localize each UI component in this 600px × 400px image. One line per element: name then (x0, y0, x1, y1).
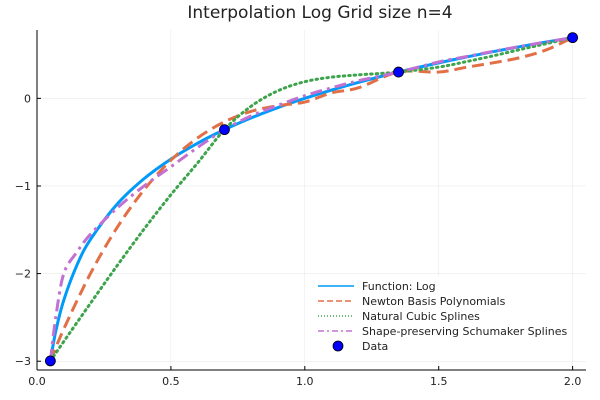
data-point-1 (219, 124, 230, 136)
y-tick-label: −3 (15, 355, 31, 368)
data-point-2 (393, 66, 404, 78)
legend-label-shape-preserving-schumaker-splines: Shape-preserving Schumaker Splines (362, 325, 567, 338)
legend-label-data: Data (362, 340, 388, 353)
y-tick-label: −1 (15, 180, 31, 193)
legend-label-newton-basis-polynomials: Newton Basis Polynomials (362, 295, 506, 308)
grid-layer (36, 30, 586, 370)
x-tick-label: 0.0 (28, 375, 46, 388)
series-line-natural-cubic-splines (48, 36, 575, 363)
x-tick-label: 0.5 (162, 375, 180, 388)
legend-swatch-data (332, 340, 344, 352)
series-line-newton-basis-polynomials (49, 36, 574, 362)
x-tick-label: 1.5 (430, 375, 448, 388)
data-point-0 (44, 355, 56, 367)
x-tick-label: 1.0 (296, 375, 314, 388)
x-tick-label: 2.0 (564, 375, 582, 388)
legend-box (312, 276, 566, 361)
data-point-3 (567, 32, 579, 44)
axes-layer: 0.0 0.5 1.0 1.5 2.0 −3 −2 −1 0 (15, 30, 586, 388)
legend: Function: Log Newton Basis Polynomials Nat… (312, 276, 567, 361)
y-tick-label: −2 (15, 268, 31, 281)
y-tick-label: 0 (24, 92, 31, 105)
series-line-shape-preserving-schumaker-splines (48, 36, 573, 362)
legend-label-function-log: Function: Log (362, 280, 436, 293)
series-line-function-log (48, 36, 573, 362)
legend-label-natural-cubic-splines: Natural Cubic Splines (362, 310, 480, 323)
series-layer (44, 32, 579, 367)
chart-title: Interpolation Log Grid size n=4 (187, 3, 452, 23)
